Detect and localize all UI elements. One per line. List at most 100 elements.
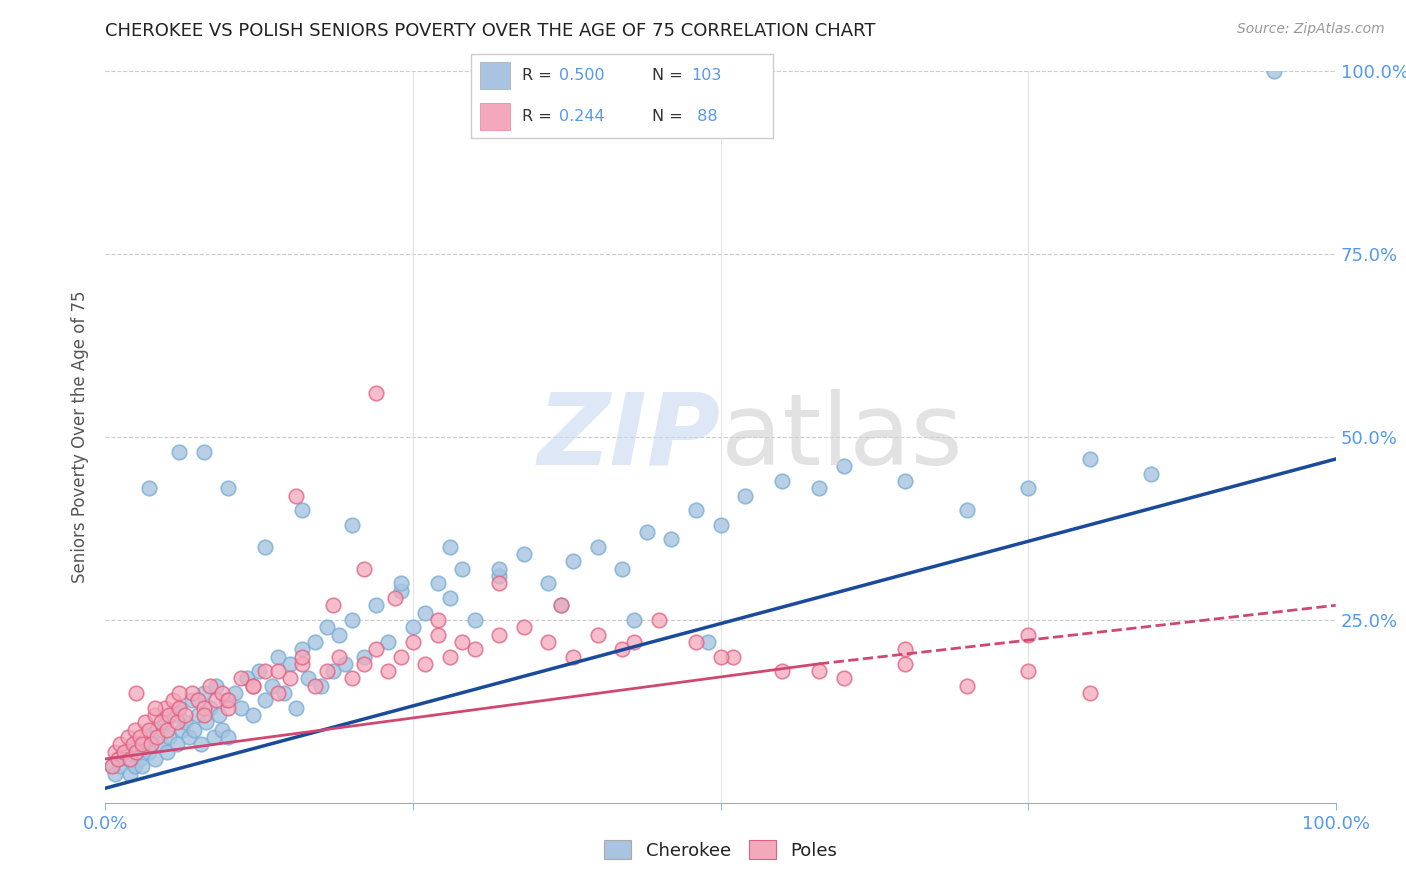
Point — [610, 642, 633, 657]
Point — [138, 745, 160, 759]
Point — [894, 474, 917, 488]
Point — [488, 627, 510, 641]
Point — [159, 730, 180, 744]
Point — [254, 664, 277, 678]
Text: 0.244: 0.244 — [558, 109, 605, 124]
Point — [153, 700, 176, 714]
Text: 88: 88 — [692, 109, 717, 124]
Point — [129, 752, 152, 766]
Point — [146, 730, 169, 744]
Point — [402, 620, 425, 634]
Point — [384, 591, 406, 605]
Point — [104, 745, 127, 759]
Point — [537, 576, 560, 591]
Point — [166, 715, 188, 730]
Point — [180, 693, 202, 707]
Point — [159, 708, 180, 723]
Point — [236, 672, 259, 686]
Point — [124, 723, 146, 737]
Point — [956, 679, 979, 693]
Point — [218, 700, 240, 714]
Text: R =: R = — [523, 109, 557, 124]
Point — [1017, 481, 1039, 495]
Point — [451, 562, 474, 576]
Point — [562, 649, 585, 664]
Text: Source: ZipAtlas.com: Source: ZipAtlas.com — [1237, 22, 1385, 37]
Point — [636, 525, 658, 540]
Point — [139, 730, 162, 744]
Point — [198, 700, 221, 714]
Point — [211, 723, 233, 737]
Point — [187, 708, 209, 723]
Point — [169, 700, 191, 714]
Point — [894, 642, 917, 657]
Point — [770, 474, 793, 488]
Point — [366, 599, 388, 613]
Point — [550, 599, 572, 613]
Point — [195, 715, 218, 730]
Point — [291, 649, 314, 664]
Point — [124, 759, 146, 773]
Point — [138, 723, 160, 737]
Point — [807, 481, 830, 495]
Point — [143, 700, 166, 714]
Point — [120, 766, 141, 780]
Point — [353, 657, 375, 671]
Point — [322, 599, 344, 613]
Point — [180, 686, 202, 700]
Point — [586, 540, 609, 554]
Y-axis label: Seniors Poverty Over the Age of 75: Seniors Poverty Over the Age of 75 — [72, 291, 90, 583]
Point — [125, 745, 148, 759]
Text: N =: N = — [652, 68, 689, 83]
Point — [335, 657, 357, 671]
Point — [415, 606, 437, 620]
Point — [112, 745, 135, 759]
Point — [242, 679, 264, 693]
Point — [138, 481, 160, 495]
Point — [143, 708, 166, 723]
Text: CHEROKEE VS POLISH SENIORS POVERTY OVER THE AGE OF 75 CORRELATION CHART: CHEROKEE VS POLISH SENIORS POVERTY OVER … — [105, 22, 876, 40]
Point — [685, 503, 707, 517]
Point — [134, 737, 156, 751]
Point — [110, 737, 132, 751]
Point — [340, 517, 363, 532]
Point — [131, 759, 153, 773]
Point — [304, 679, 326, 693]
Point — [247, 664, 270, 678]
Point — [291, 657, 314, 671]
Point — [285, 700, 308, 714]
Point — [439, 649, 461, 664]
Point — [107, 752, 129, 766]
Point — [315, 620, 337, 634]
Point — [297, 672, 319, 686]
Text: R =: R = — [523, 68, 557, 83]
Text: atlas: atlas — [721, 389, 962, 485]
Point — [121, 737, 143, 751]
Point — [169, 700, 191, 714]
Point — [112, 745, 135, 759]
Point — [100, 759, 122, 773]
Point — [464, 642, 486, 657]
Point — [710, 649, 733, 664]
Point — [488, 576, 510, 591]
Point — [623, 613, 645, 627]
Point — [389, 576, 412, 591]
Point — [721, 649, 744, 664]
Point — [193, 700, 215, 714]
Point — [353, 562, 375, 576]
Point — [488, 562, 510, 576]
Point — [129, 730, 152, 744]
Point — [340, 672, 363, 686]
Point — [162, 693, 184, 707]
Point — [110, 759, 132, 773]
Point — [190, 737, 212, 751]
Point — [377, 635, 399, 649]
Point — [623, 635, 645, 649]
Point — [131, 737, 153, 751]
Point — [389, 649, 412, 664]
Point — [215, 693, 238, 707]
Point — [146, 723, 169, 737]
Point — [415, 657, 437, 671]
Point — [550, 599, 572, 613]
Point — [291, 503, 314, 517]
